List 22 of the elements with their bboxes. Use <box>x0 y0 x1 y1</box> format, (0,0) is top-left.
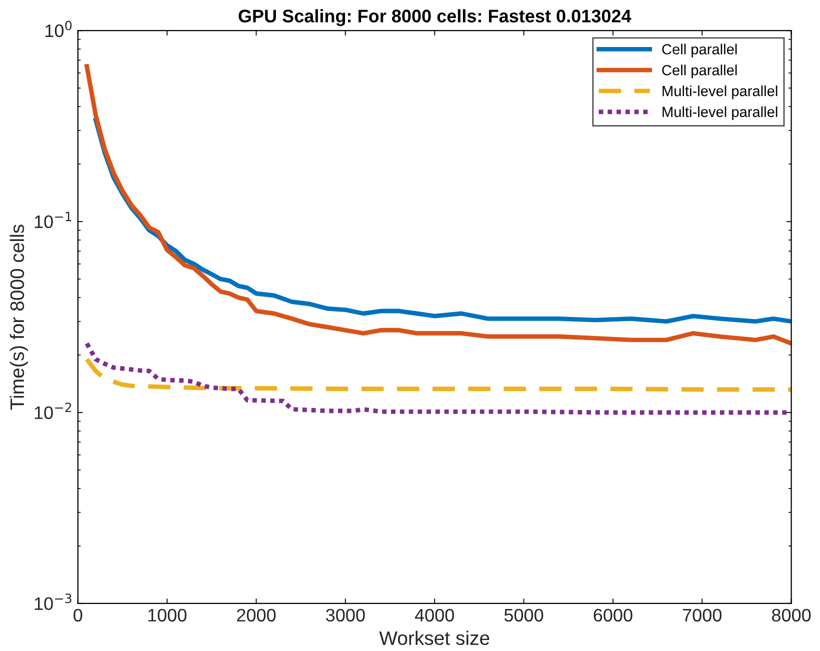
legend-label: Cell parallel <box>662 64 737 78</box>
y-tick-label: 10$^{0}$ <box>46 20 72 38</box>
x-tick-label: 6000 <box>594 608 632 622</box>
y-tick-label: 10$^{−3}$ <box>34 594 72 610</box>
x-tick-label: 2000 <box>237 608 276 622</box>
x-tick-label: 1000 <box>148 608 186 622</box>
chart-title: GPU Scaling: For 8000 cells: Fastest 0.013024 <box>238 9 632 26</box>
x-axis-title: Workset size <box>379 630 490 646</box>
line-series <box>84 357 792 392</box>
y-axis-title: Time(s) for 8000 cells <box>10 224 28 410</box>
legend-label: Multi-level parallel <box>662 85 778 100</box>
legend-label: Cell parallel <box>662 44 737 58</box>
x-tick-label: 4000 <box>414 608 454 622</box>
y-tick-label: 10$^{−2}$ <box>34 402 72 420</box>
x-tick-label: 8000 <box>772 608 811 622</box>
y-tick-label: 10$^{−1}$ <box>34 212 72 228</box>
x-tick-label: 5000 <box>504 608 544 622</box>
line-series <box>84 64 792 346</box>
legend-label: Multi-level parallel <box>662 106 778 120</box>
x-tick-label: 0 <box>74 608 82 622</box>
x-tick-label: 7000 <box>682 608 722 622</box>
x-tick-label: 3000 <box>326 608 365 622</box>
